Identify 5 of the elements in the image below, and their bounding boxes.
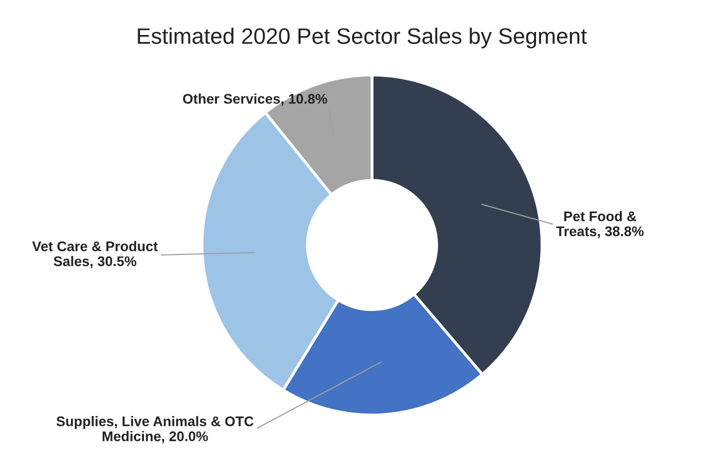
slice-label: Supplies, Live Animals & OTC Medicine, 20.0% xyxy=(56,416,254,444)
chart-title: Estimated 2020 Pet Sector Sales by Segment xyxy=(138,28,587,48)
slice-label: Pet Food & Treats, 38.8% xyxy=(556,211,644,238)
slice-label: Other Services, 10.8% xyxy=(183,94,328,106)
slice-label: Vet Care & Product Sales, 30.5% xyxy=(32,241,158,268)
